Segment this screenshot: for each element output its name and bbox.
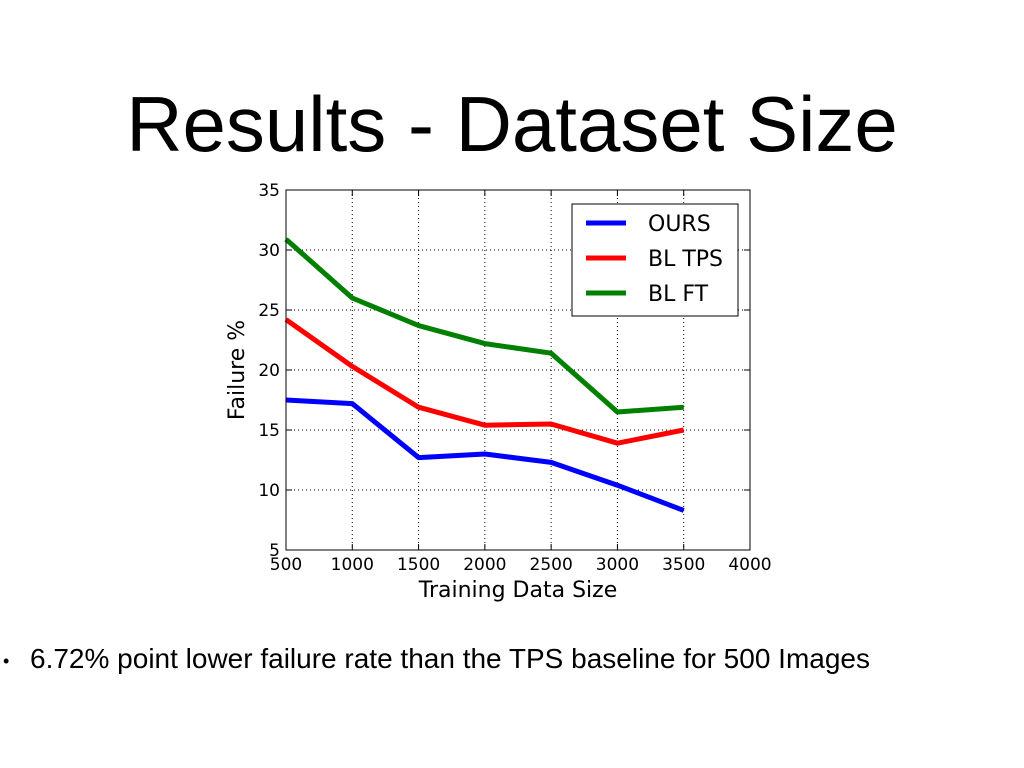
x-tick-label: 1500 — [397, 555, 440, 575]
grid-layer — [286, 190, 750, 550]
series-layer — [284, 237, 685, 513]
legend: OURS BL TPS BL FT — [571, 203, 739, 317]
slide-title: Results - Dataset Size — [126, 80, 898, 168]
y-axis-label: Failure % — [225, 320, 250, 420]
series-line-bl-tps — [284, 317, 685, 446]
bullet-text: 6.72% point lower failure rate than the … — [30, 643, 870, 674]
x-tick-label: 3000 — [596, 555, 639, 575]
series-line-bl-ft — [284, 237, 684, 415]
legend-entry: BL FT — [648, 282, 709, 307]
legend-entry: BL TPS — [648, 247, 723, 272]
x-tick-label: 4000 — [728, 555, 771, 575]
x-tick-label: 500 — [270, 555, 302, 575]
y-tick-label: 15 — [258, 421, 280, 441]
x-tick-label: 1000 — [331, 555, 374, 575]
x-tick-label: 3500 — [662, 555, 705, 575]
series-line-ours — [285, 397, 685, 513]
y-tick-label: 20 — [258, 361, 280, 381]
y-tick-label: 5 — [269, 541, 280, 561]
y-tick-label: 10 — [258, 481, 280, 501]
y-tick-label: 35 — [258, 181, 280, 201]
x-tick-label: 2500 — [530, 555, 573, 575]
bullet-marker: • — [3, 651, 10, 671]
y-tick-label: 30 — [258, 241, 280, 261]
y-tick-label: 25 — [258, 301, 280, 321]
x-tick-label: 2000 — [463, 555, 506, 575]
bullet-point: • 6.72% point lower failure rate than th… — [0, 640, 1024, 680]
x-axis-label: Training Data Size — [418, 578, 617, 603]
legend-entry: OURS — [648, 212, 711, 237]
tick-layer: 500 1000 1500 2000 2500 3000 3500 4000 5 10 15 20 25… — [258, 181, 771, 575]
